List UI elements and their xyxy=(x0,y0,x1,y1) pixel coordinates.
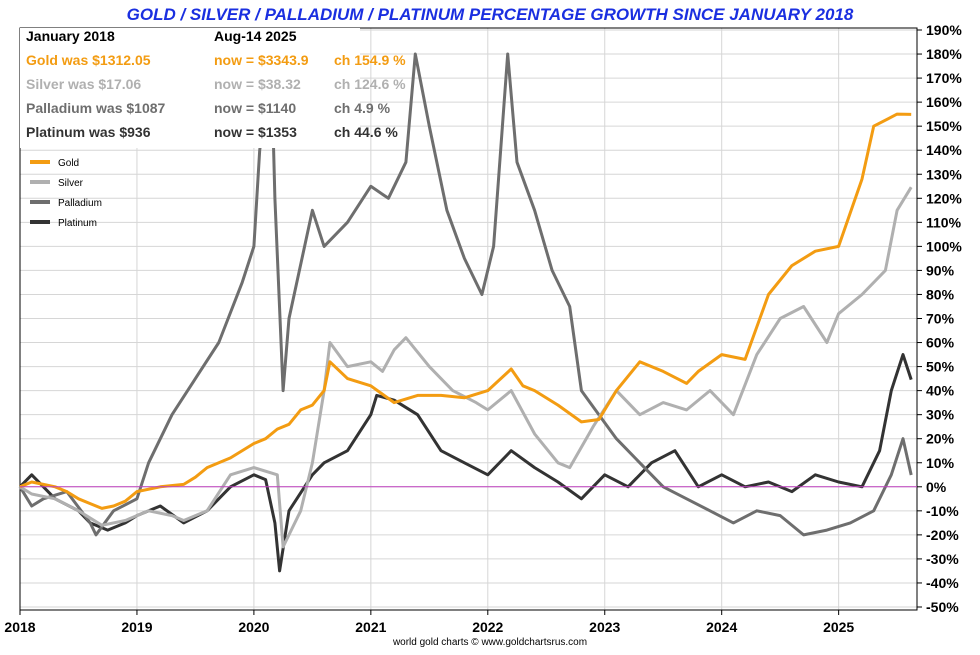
legend-label-palladium: Palladium xyxy=(58,198,102,209)
gold-was-text: Gold was $1312.05 xyxy=(26,52,151,68)
y-tick-label: -50% xyxy=(926,599,959,615)
gold-now-text: now = $3343.9 xyxy=(214,52,309,68)
chart-footer: world gold charts © www.goldchartsrus.co… xyxy=(392,637,587,648)
gold-change-text: ch 154.9 % xyxy=(334,52,406,68)
y-tick-label: 50% xyxy=(926,359,955,375)
x-tick-label: 2023 xyxy=(589,619,620,635)
palladium-was-text: Palladium was $1087 xyxy=(26,100,166,116)
y-tick-label: 70% xyxy=(926,311,955,327)
y-tick-label: 0% xyxy=(926,479,947,495)
chart-container: GOLD / SILVER / PALLADIUM / PLATINUM PER… xyxy=(0,0,980,650)
x-tick-label: 2019 xyxy=(121,619,152,635)
y-tick-label: 190% xyxy=(926,22,962,38)
y-tick-label: 170% xyxy=(926,70,962,86)
y-tick-label: 30% xyxy=(926,407,955,423)
palladium-change-text: ch 4.9 % xyxy=(334,100,391,116)
y-tick-label: -40% xyxy=(926,575,959,591)
y-tick-label: 150% xyxy=(926,118,962,134)
info-start-label: January 2018 xyxy=(26,28,115,44)
x-tick-label: 2020 xyxy=(238,619,269,635)
silver-was-text: Silver was $17.06 xyxy=(26,76,141,92)
chart-title: GOLD / SILVER / PALLADIUM / PLATINUM PER… xyxy=(127,5,854,24)
info-end-label: Aug-14 2025 xyxy=(214,28,297,44)
y-tick-label: -10% xyxy=(926,503,959,519)
y-tick-label: 180% xyxy=(926,46,962,62)
y-tick-label: 40% xyxy=(926,383,955,399)
y-tick-label: 60% xyxy=(926,335,955,351)
y-tick-label: 140% xyxy=(926,142,962,158)
x-tick-label: 2024 xyxy=(706,619,737,635)
chart-svg: GOLD / SILVER / PALLADIUM / PLATINUM PER… xyxy=(0,0,980,650)
y-tick-label: 80% xyxy=(926,286,955,302)
y-tick-label: 20% xyxy=(926,431,955,447)
y-tick-label: 120% xyxy=(926,190,962,206)
platinum-change-text: ch 44.6 % xyxy=(334,124,398,140)
platinum-now-text: now = $1353 xyxy=(214,124,297,140)
legend-label-silver: Silver xyxy=(58,178,84,189)
x-tick-label: 2021 xyxy=(355,619,386,635)
legend-label-platinum: Platinum xyxy=(58,218,97,229)
silver-change-text: ch 124.6 % xyxy=(334,76,406,92)
palladium-now-text: now = $1140 xyxy=(214,100,296,116)
y-tick-label: -20% xyxy=(926,527,959,543)
silver-now-text: now = $38.32 xyxy=(214,76,301,92)
x-tick-label: 2025 xyxy=(823,619,854,635)
y-tick-label: 160% xyxy=(926,94,962,110)
y-tick-label: -30% xyxy=(926,551,959,567)
x-tick-label: 2018 xyxy=(4,619,35,635)
x-tick-label: 2022 xyxy=(472,619,503,635)
platinum-was-text: Platinum was $936 xyxy=(26,124,151,140)
y-tick-label: 90% xyxy=(926,262,955,278)
y-tick-label: 130% xyxy=(926,166,962,182)
legend-label-gold: Gold xyxy=(58,158,79,169)
y-tick-label: 100% xyxy=(926,238,962,254)
y-tick-label: 10% xyxy=(926,455,955,471)
y-tick-label: 110% xyxy=(926,214,962,230)
